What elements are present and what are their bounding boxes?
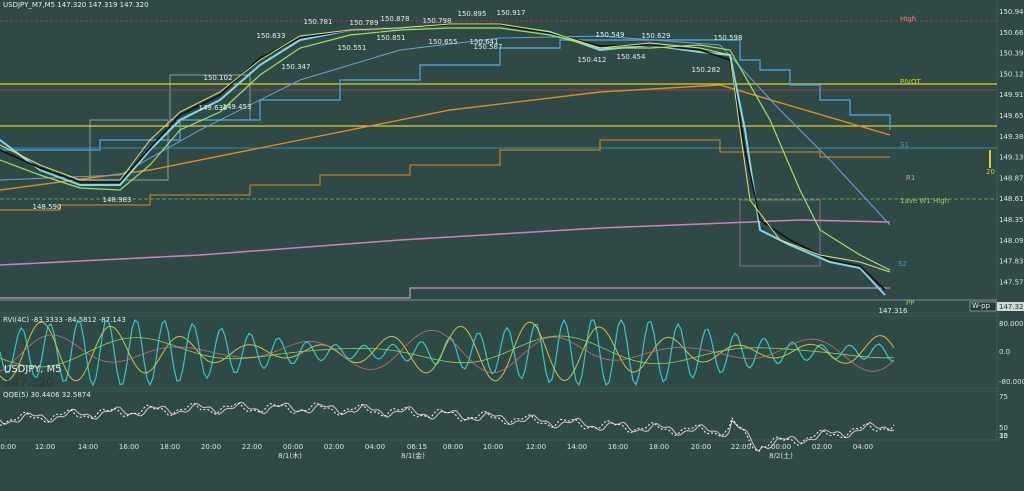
time-label: 20:00 (201, 443, 221, 451)
time-label: 14:00 (567, 443, 587, 451)
time-label: 08:00 (443, 443, 463, 451)
price-annotation: 150.598 (714, 34, 743, 42)
wpp-box (969, 301, 997, 312)
price-annotation: 150.412 (578, 56, 607, 64)
marker-label: 20 (986, 168, 995, 176)
oscillator-line (0, 335, 895, 368)
price-annotation: 150.798 (423, 17, 452, 25)
time-label: 04:00 (853, 443, 873, 451)
rvi-axis-label: 0.0 (999, 348, 1010, 356)
price-label: 149.650 (999, 112, 1024, 120)
price-label: 148.095 (999, 237, 1024, 245)
price-annotation: 150.641 (470, 38, 499, 46)
grid (0, 0, 1000, 441)
level-label: W-pp (972, 302, 991, 310)
price-annotation: 150.282 (692, 66, 721, 74)
oscillator-line (0, 329, 895, 374)
price-label: 147.835 (999, 258, 1024, 266)
oscillator-line (0, 318, 895, 387)
time-label: 18:00 (160, 443, 180, 451)
level-label: PIVOT (900, 78, 921, 86)
time-label: 22:00 (731, 443, 751, 451)
level-label: PP (906, 299, 914, 307)
qqe-axis-label: 75 (999, 393, 1008, 401)
price-label: 148.610 (999, 195, 1024, 203)
time-label: 04:00 (365, 443, 385, 451)
time-label: 00:00 (283, 443, 303, 451)
time-label: 16:00 (119, 443, 139, 451)
price-annotation: 150.454 (617, 53, 646, 61)
symbol-name: USDJPY, M5 (4, 364, 62, 375)
rvi-title: RVI(4C) -83.3333 -84.5812 -87.143 (3, 316, 126, 324)
price-annotation: 150.347 (282, 63, 311, 71)
time-label: 16:00 (608, 443, 628, 451)
price-annotation: 150.629 (642, 32, 671, 40)
qqe-axis-label: 30 (999, 432, 1008, 440)
price-annotation: 150.878 (381, 15, 410, 23)
time-label: 22:00 (242, 443, 262, 451)
time-label: 10:00 (0, 443, 16, 451)
price-label: 149.910 (999, 91, 1024, 99)
price-label: 150.125 (999, 70, 1024, 78)
price-label: 147.575 (999, 278, 1024, 286)
current-price-box (997, 302, 1024, 311)
time-label: 20:00 (691, 443, 711, 451)
price-lines (0, 20, 997, 301)
time-label: 12:00 (526, 443, 546, 451)
price-label: 149.130 (999, 154, 1024, 162)
price-label: 150.665 (999, 29, 1024, 37)
price-annotation: 148.983 (103, 196, 132, 204)
price-label: 150.940 (999, 8, 1024, 16)
price-annotation: 150.551 (338, 44, 367, 52)
qqe-axis-label: 50 (999, 424, 1008, 432)
level-label: 1ave W1 High (900, 197, 949, 205)
price-annotation: 150.102 (204, 74, 233, 82)
price-annotation: 150.633 (257, 32, 286, 40)
time-label: 18:00 (649, 443, 669, 451)
level-label: High (900, 15, 916, 23)
price-annotation: 150.789 (350, 19, 379, 27)
price-label: 149.380 (999, 133, 1024, 141)
time-label: 00:00 (771, 443, 791, 451)
qqe-axis-label: 15 (999, 432, 1008, 440)
oscillator-line (0, 321, 895, 382)
time-label: 14:00 (78, 443, 98, 451)
window-title: USDJPY_M7,M5 147.320 147.319 147.320 (3, 1, 149, 9)
time-label: 06:15 (407, 443, 427, 451)
time-label: 02:00 (812, 443, 832, 451)
price-annotation: 150.587 (474, 43, 503, 51)
price-annotation: 149.630 (199, 104, 228, 112)
time-label: 10:00 (483, 443, 503, 451)
price-label: 148.355 (999, 216, 1024, 224)
price-annotation: 150.655 (429, 38, 458, 46)
price-annotation: 150.549 (596, 31, 625, 39)
symbol-price: 147.320 (4, 376, 54, 390)
time-label: 02:00 (324, 443, 344, 451)
price-annotation: 150.895 (458, 10, 487, 18)
time-label: 12:00 (35, 443, 55, 451)
date-label: 8/2(土) (769, 451, 793, 460)
oscillators (0, 318, 895, 453)
level-label: S1 (900, 141, 909, 149)
price-annotation: 148.590 (33, 203, 62, 211)
price-annotation: 150.781 (304, 18, 333, 26)
qqe-line (0, 401, 895, 453)
current-price: 147.320 (999, 303, 1024, 311)
price-annotation: 150.851 (377, 34, 406, 42)
qqe-title: QQE(5) 30.4406 32.5874 (3, 391, 91, 399)
price-label: 150.395 (999, 50, 1024, 58)
price-annotation: 150.917 (497, 9, 526, 17)
price-label: 148.870 (999, 174, 1024, 182)
price-annotation: 147.316 (879, 307, 908, 315)
level-label: S2 (898, 260, 907, 268)
price-annotation: 149.453 (223, 103, 252, 111)
date-label: 8/1(木) (278, 451, 302, 460)
level-label: R1 (906, 174, 915, 182)
date-label: 8/1(金) (401, 451, 425, 460)
